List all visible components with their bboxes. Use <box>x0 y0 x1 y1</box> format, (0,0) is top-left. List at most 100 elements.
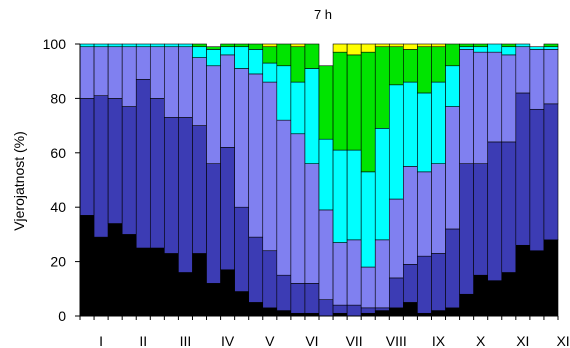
bar-segment-24-5 <box>417 43 432 48</box>
bar-segment-3-2 <box>121 46 137 107</box>
bar-segment-7-3 <box>178 43 193 48</box>
bar-segment-10-2 <box>220 54 235 148</box>
bar-segment-30-3 <box>501 46 517 56</box>
bar-segment-13-0 <box>262 307 278 317</box>
bar-segment-17-2 <box>318 209 334 300</box>
bar-segment-18-2 <box>332 242 348 306</box>
bar-segment-26-1 <box>445 228 460 309</box>
bar-segment-17-1 <box>318 299 334 317</box>
bar-segment-18-3 <box>332 149 348 243</box>
bar-segment-12-4 <box>248 43 264 50</box>
bar-segment-31-3 <box>515 43 531 48</box>
bar-segment-22-3 <box>388 84 404 200</box>
bar-segment-26-3 <box>445 65 460 107</box>
bar-segment-21-3 <box>374 128 390 241</box>
bar-segment-19-1 <box>346 304 362 317</box>
bar-segment-19-3 <box>346 149 362 241</box>
bar-segment-15-5 <box>290 43 306 48</box>
bar-segment-32-3 <box>529 46 545 50</box>
bar-segment-19-4 <box>346 54 362 151</box>
bar-segment-5-1 <box>149 98 165 249</box>
bar-segment-4-2 <box>135 46 151 80</box>
bar-segment-27-0 <box>459 293 474 317</box>
bar-segment-20-1 <box>360 307 376 314</box>
bar-segment-9-4 <box>206 46 221 50</box>
y-axis-label: Vjerojatnost (%) <box>11 131 27 231</box>
bar-segment-20-3 <box>360 171 376 268</box>
bar-segment-25-4 <box>431 46 446 83</box>
bar-segment-8-0 <box>192 253 207 317</box>
bar-segment-18-1 <box>332 304 348 314</box>
bar-segment-26-2 <box>445 106 460 230</box>
x-tick-label-X: X <box>476 333 486 348</box>
bar-segment-1-3 <box>93 43 109 48</box>
bar-segment-8-3 <box>192 46 207 58</box>
bar-segment-28-0 <box>473 274 489 317</box>
bar-segment-10-4 <box>220 43 235 48</box>
x-tick-label-V: V <box>265 333 275 348</box>
bar-segment-31-1 <box>515 92 531 246</box>
bar-segment-15-3 <box>290 81 306 135</box>
bar-segment-15-1 <box>290 283 306 314</box>
bar-segment-5-0 <box>149 247 165 317</box>
bar-segment-7-2 <box>178 46 193 118</box>
bar-segment-0-1 <box>79 98 95 216</box>
bar-segment-2-1 <box>107 98 123 224</box>
bar-segment-0-0 <box>79 215 95 317</box>
bar-segment-23-0 <box>403 302 418 317</box>
bar-segment-8-1 <box>192 125 207 254</box>
bar-segment-6-3 <box>164 43 179 48</box>
bar-segment-11-4 <box>234 43 250 48</box>
bar-segment-12-3 <box>248 49 264 75</box>
bar-segment-25-5 <box>431 43 446 48</box>
x-tick-label-I: I <box>99 333 103 348</box>
bar-segment-25-0 <box>431 310 446 317</box>
bar-segment-28-3 <box>473 46 489 53</box>
bar-segment-6-2 <box>164 46 179 118</box>
bar-segment-14-4 <box>276 43 292 67</box>
bar-segment-14-3 <box>276 65 292 121</box>
bar-segment-32-0 <box>529 250 545 317</box>
bar-segment-13-4 <box>262 46 278 64</box>
bar-segment-23-4 <box>403 49 418 83</box>
bar-segment-6-1 <box>164 117 179 254</box>
bar-segment-12-0 <box>248 302 264 317</box>
bar-segment-13-5 <box>262 43 278 48</box>
bar-segment-21-2 <box>374 239 390 309</box>
bar-segment-28-1 <box>473 163 489 276</box>
bar-segment-20-5 <box>360 43 376 53</box>
bar-segment-12-1 <box>248 236 264 303</box>
bar-segment-28-2 <box>473 51 489 164</box>
bar-segment-18-5 <box>332 43 348 53</box>
bar-segment-14-0 <box>276 310 292 317</box>
bar-stack-group <box>79 43 559 317</box>
bar-segment-22-4 <box>388 46 404 86</box>
bar-segment-22-0 <box>388 307 404 317</box>
bar-segment-29-2 <box>487 51 503 143</box>
y-tick-label-60: 60 <box>50 145 66 161</box>
bar-segment-18-4 <box>332 51 348 151</box>
bar-segment-14-1 <box>276 274 292 311</box>
bar-segment-15-2 <box>290 133 306 284</box>
bar-segment-9-1 <box>206 163 221 284</box>
axes: 020406080100IIIIIIIVVVIVIIVIIIIXXXIXII <box>43 36 570 348</box>
bar-segment-8-4 <box>192 43 207 48</box>
bar-segment-29-3 <box>487 43 503 53</box>
x-tick-label-IV: IV <box>221 333 235 348</box>
x-tick-label-XI: XI <box>516 333 529 348</box>
bar-segment-21-0 <box>374 310 390 317</box>
bar-segment-23-1 <box>403 264 418 303</box>
y-tick-label-0: 0 <box>58 308 66 324</box>
bar-segment-25-1 <box>431 253 446 311</box>
bar-segment-25-2 <box>431 163 446 254</box>
bar-segment-1-2 <box>93 46 109 96</box>
bar-segment-5-3 <box>149 43 165 48</box>
bar-segment-22-1 <box>388 277 404 309</box>
bar-segment-9-3 <box>206 49 221 67</box>
x-tick-label-VII: VII <box>346 333 363 348</box>
bar-segment-11-0 <box>234 291 250 317</box>
bar-segment-13-1 <box>262 250 278 309</box>
bar-segment-33-0 <box>543 239 559 317</box>
bar-segment-31-2 <box>515 46 531 94</box>
